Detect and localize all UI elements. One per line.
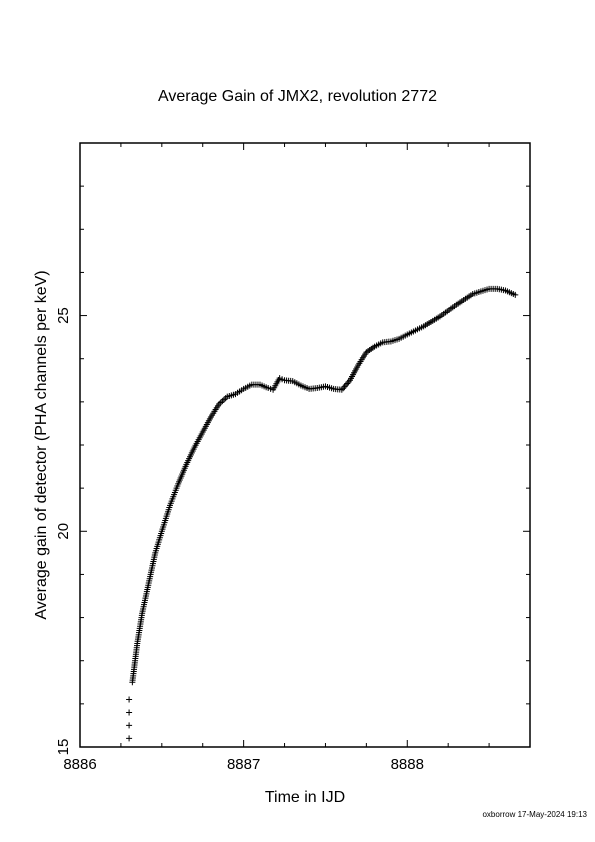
- y-tick-label: 20: [55, 523, 72, 540]
- data-point: [342, 382, 349, 389]
- data-point: [341, 383, 348, 390]
- data-point: [126, 696, 133, 703]
- tick-labels: 8886 8887 8888 15 20 25: [55, 307, 424, 773]
- data-point: [126, 735, 133, 742]
- x-axis-label: Time in IJD: [264, 789, 346, 806]
- data-point: [126, 709, 133, 716]
- y-tick-label: 15: [55, 739, 72, 756]
- y-axis-label: Average gain of detector (PHA channels p…: [33, 270, 50, 620]
- footer-stamp: oxborrow 17-May-2024 19:13: [482, 810, 587, 819]
- data-points: [126, 285, 519, 742]
- data-point: [126, 722, 133, 729]
- data-point: [340, 385, 347, 392]
- y-tick-label: 25: [55, 307, 72, 324]
- x-tick-label: 8888: [391, 756, 424, 773]
- axis-ticks: [79, 142, 531, 748]
- data-point: [344, 380, 351, 387]
- plot-frame: [79, 142, 531, 748]
- chart-title: Average Gain of JMX2, revolution 2772: [158, 88, 437, 105]
- x-tick-label: 8887: [227, 756, 260, 773]
- x-tick-label: 8886: [63, 756, 96, 773]
- data-point: [512, 291, 519, 298]
